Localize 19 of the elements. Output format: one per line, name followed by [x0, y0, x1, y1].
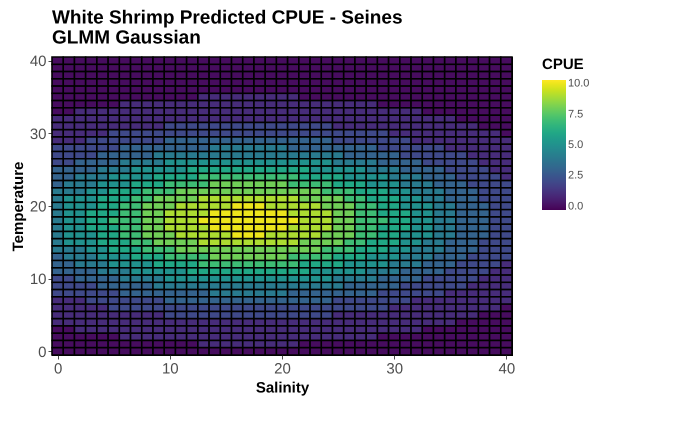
y-tick-label: 40	[30, 53, 46, 70]
y-tick-label: 20	[30, 198, 46, 216]
x-tick-label: 30	[386, 360, 404, 378]
color-bar-title: CPUE	[542, 56, 584, 73]
color-bar-label: 5.0	[568, 139, 584, 151]
x-tick-label: 40	[498, 360, 516, 378]
y-tick-label: 0	[38, 344, 46, 361]
y-tick-label: 10	[30, 271, 46, 288]
x-tick-label: 10	[162, 360, 179, 378]
color-bar-label: 10.0	[568, 78, 590, 90]
color-bar-label: 7.5	[568, 108, 584, 120]
y-axis-title: Temperature	[10, 162, 27, 252]
color-bar-label: 0.0	[568, 200, 584, 212]
x-tick-label: 20	[274, 360, 291, 378]
x-axis-title: Salinity	[256, 380, 310, 396]
color-bar-label: 2.5	[568, 170, 584, 182]
chart-title: White Shrimp Predicted CPUE - Seines GLMM Gaussian	[52, 8, 403, 49]
y-tick-label: 30	[30, 126, 46, 143]
x-tick-label: 0	[54, 360, 62, 378]
